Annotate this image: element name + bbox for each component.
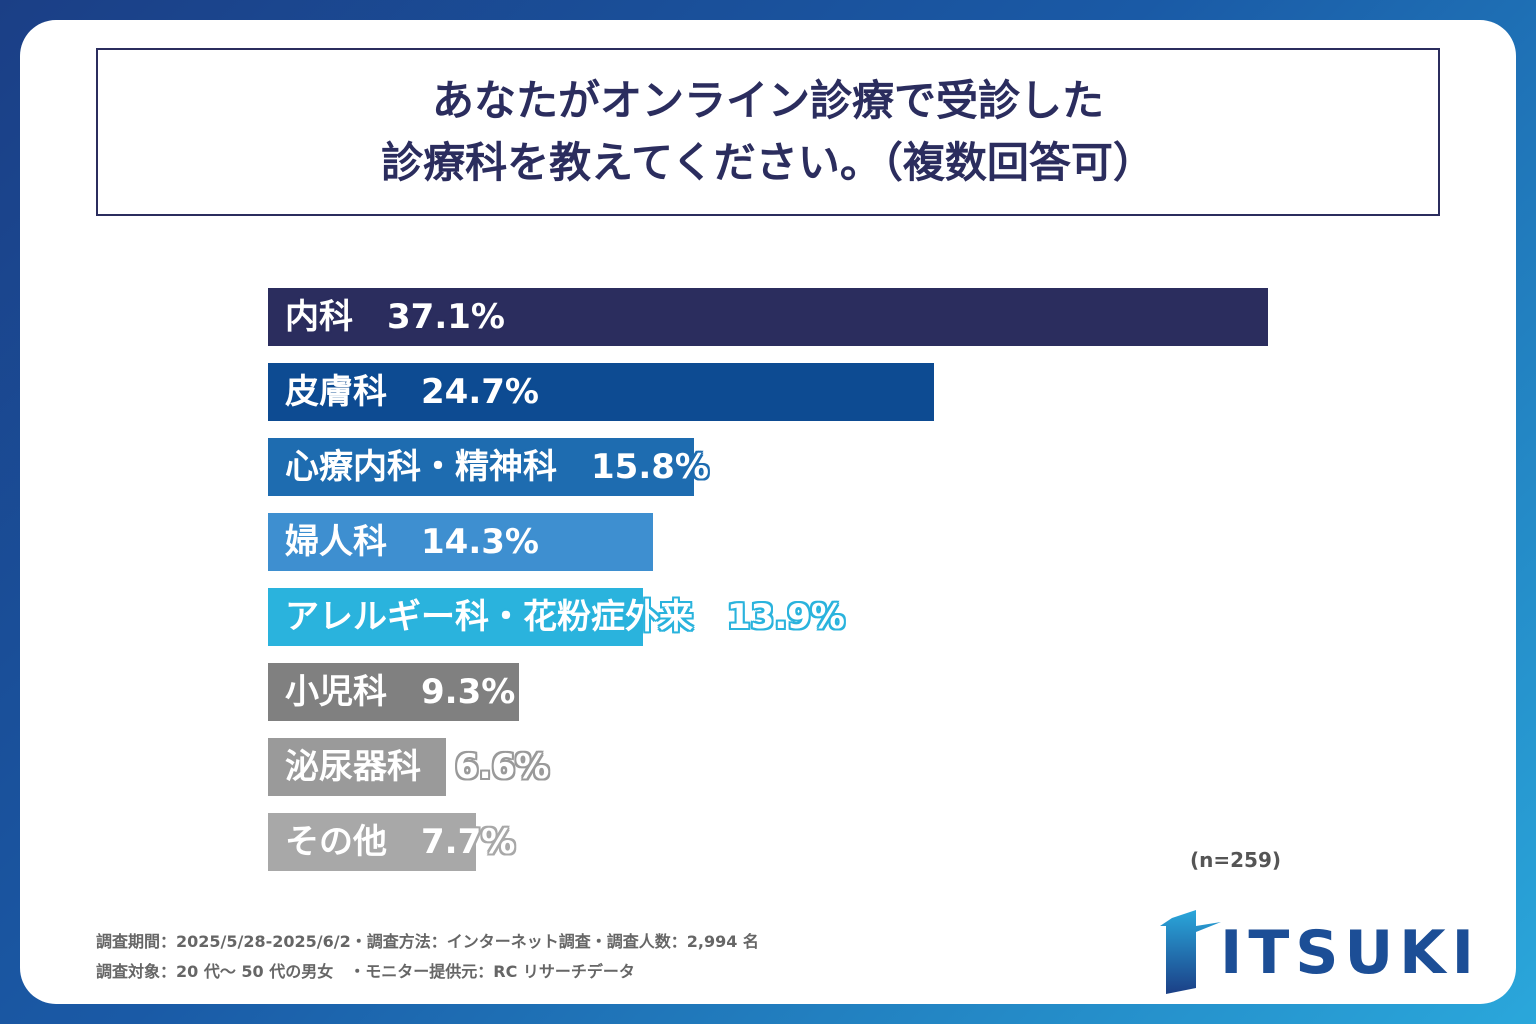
bar	[268, 588, 643, 646]
title-box: あなたがオンライン診療で受診した 診療科を教えてください。（複数回答可）	[96, 48, 1440, 216]
bar-label: アレルギー科・花粉症外来 13.9%	[285, 588, 845, 646]
category-label: その他	[285, 822, 387, 862]
value-label: 37.1%	[387, 297, 505, 337]
title-line-1: あなたがオンライン診療で受診した	[431, 76, 1104, 125]
category-label: 小児科	[285, 672, 387, 712]
logo-mark-icon	[1160, 910, 1221, 994]
bar	[268, 513, 653, 571]
bar-label: その他 7.7%	[285, 813, 515, 871]
category-label: 婦人科	[285, 522, 387, 562]
bar	[268, 288, 1268, 346]
bar	[268, 363, 934, 421]
bar-label: 内科 37.1%	[285, 288, 505, 346]
bar	[268, 663, 519, 721]
title-line-2: 診療科を教えてください。（複数回答可）	[381, 138, 1155, 187]
bar	[268, 813, 476, 871]
itsuki-logo: ITSUKI	[1156, 896, 1474, 996]
value-label: 13.9%	[727, 597, 845, 637]
category-label: アレルギー科・花粉症外来	[285, 597, 693, 637]
value-label: 7.7%	[421, 822, 516, 862]
value-label: 24.7%	[421, 372, 539, 412]
bar-label: 小児科 9.3%	[285, 663, 515, 721]
category-label: 泌尿器科	[285, 747, 421, 787]
bar-label: 心療内科・精神科 15.8%	[285, 438, 709, 496]
bar-label: 泌尿器科 6.6%	[285, 738, 549, 796]
category-label: 内科	[285, 297, 353, 337]
category-label: 皮膚科	[285, 372, 387, 412]
logo-text: ITSUKI	[1220, 918, 1481, 988]
bar	[268, 738, 446, 796]
footer-line-2: 調査対象：20 代～ 50 代の男女 ・モニター提供元：RC リサーチデータ	[96, 962, 635, 981]
bar-label: 婦人科 14.3%	[285, 513, 539, 571]
value-label: 15.8%	[591, 447, 709, 487]
footer-line-1: 調査期間：2025/5/28-2025/6/2・調査方法：インターネット調査・調…	[96, 932, 759, 951]
value-label: 9.3%	[421, 672, 516, 712]
value-label: 6.6%	[455, 747, 550, 787]
category-label: 心療内科・精神科	[285, 447, 557, 487]
bar-label: 皮膚科 24.7%	[285, 363, 539, 421]
value-label: 14.3%	[421, 522, 539, 562]
sample-size: (n=259)	[1190, 848, 1282, 872]
bar	[268, 438, 694, 496]
